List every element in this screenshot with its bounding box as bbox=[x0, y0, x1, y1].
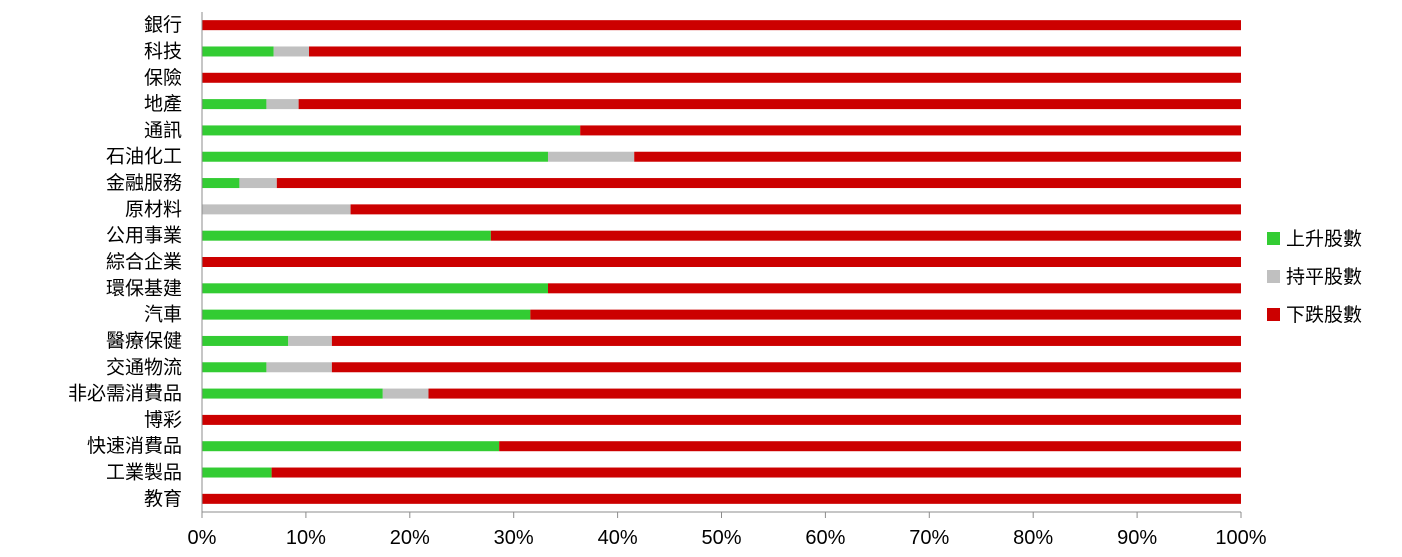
bar-segment-1-14 bbox=[202, 362, 267, 373]
x-tick-label: 100% bbox=[1215, 527, 1266, 549]
bar-segment-1-11 bbox=[202, 283, 548, 294]
x-tick-label: 90% bbox=[1117, 527, 1157, 549]
bar-segment-3-7 bbox=[276, 178, 1242, 189]
legend-swatch-3 bbox=[1267, 308, 1280, 321]
bar-segment-3-10 bbox=[202, 257, 1241, 267]
category-labels: 銀行科技保險地產通訊石油化工金融服務原材料公用事業綜合企業環保基建汽車醫療保健交… bbox=[68, 14, 182, 510]
legend-label-2: 持平股數 bbox=[1286, 266, 1362, 288]
category-label: 非必需消費品 bbox=[68, 383, 182, 405]
x-axis-ticks: 0% 10% 20% 30% 40% 50% 60% 70% 80% 90% 100% bbox=[188, 512, 1267, 549]
bar-segment-3-2 bbox=[309, 46, 1242, 57]
bar-segment-2-6 bbox=[547, 151, 635, 162]
bar-segment-3-6 bbox=[634, 151, 1241, 162]
category-label: 交通物流 bbox=[106, 356, 182, 378]
bar-segment-2-8 bbox=[202, 204, 351, 215]
bar-segment-3-5 bbox=[580, 125, 1241, 136]
bar-segment-1-7 bbox=[202, 178, 240, 189]
bar-segment-3-9 bbox=[490, 230, 1241, 241]
bar-segment-2-14 bbox=[266, 362, 332, 373]
bar-segment-2-7 bbox=[239, 178, 277, 189]
x-tick-label: 80% bbox=[1013, 527, 1053, 549]
x-tick-label: 60% bbox=[805, 527, 845, 549]
category-label: 金融服務 bbox=[106, 172, 182, 194]
x-tick-label: 30% bbox=[494, 527, 534, 549]
bar-segment-3-11 bbox=[547, 283, 1241, 294]
bar-segment-2-2 bbox=[273, 46, 310, 57]
bar-segment-1-15 bbox=[202, 388, 383, 399]
category-label: 公用事業 bbox=[106, 225, 182, 247]
x-tick-label: 70% bbox=[909, 527, 949, 549]
bar-segment-3-16 bbox=[202, 414, 1241, 425]
category-label: 博彩 bbox=[144, 409, 182, 431]
bar-segment-3-18 bbox=[271, 467, 1241, 478]
category-label: 石油化工 bbox=[106, 146, 182, 168]
category-label: 教育 bbox=[144, 488, 182, 510]
bar-segment-2-4 bbox=[266, 99, 299, 110]
bar-segment-3-3 bbox=[202, 72, 1241, 83]
category-label: 銀行 bbox=[144, 14, 182, 36]
legend-label-3: 下跌股數 bbox=[1286, 304, 1362, 326]
category-label: 保險 bbox=[144, 67, 182, 89]
category-label: 工業製品 bbox=[106, 462, 182, 484]
bar-segment-1-13 bbox=[202, 335, 289, 346]
x-tick-label: 10% bbox=[286, 527, 326, 549]
bar-segment-3-19 bbox=[202, 493, 1241, 504]
bar-segment-3-15 bbox=[428, 388, 1241, 399]
category-label: 通訊 bbox=[144, 119, 182, 141]
category-label: 醫療保健 bbox=[106, 330, 182, 352]
x-tick-label: 20% bbox=[390, 527, 430, 549]
category-label: 綜合企業 bbox=[106, 251, 182, 273]
bar-segment-1-6 bbox=[202, 151, 548, 162]
bar-segment-3-14 bbox=[331, 362, 1241, 373]
bars-group bbox=[202, 20, 1242, 504]
category-label: 汽車 bbox=[144, 304, 182, 326]
bar-segment-2-15 bbox=[382, 388, 429, 399]
bar-segment-1-18 bbox=[202, 467, 272, 478]
x-tick-label: 40% bbox=[598, 527, 638, 549]
bar-segment-3-13 bbox=[331, 335, 1241, 346]
bar-segment-3-17 bbox=[499, 441, 1241, 452]
category-label: 原材料 bbox=[125, 198, 182, 220]
bar-segment-3-8 bbox=[350, 204, 1241, 215]
bar-segment-2-13 bbox=[288, 335, 332, 346]
bar-segment-1-17 bbox=[202, 441, 500, 452]
legend-swatch-2 bbox=[1267, 270, 1280, 283]
category-label: 科技 bbox=[144, 40, 182, 62]
bar-segment-1-5 bbox=[202, 125, 581, 136]
category-label: 快速消費品 bbox=[87, 435, 182, 457]
category-label: 地產 bbox=[144, 93, 182, 115]
x-tick-label: 0% bbox=[188, 527, 217, 549]
bar-segment-1-4 bbox=[202, 99, 267, 110]
legend-swatch-1 bbox=[1267, 232, 1280, 245]
bar-segment-3-1 bbox=[202, 20, 1241, 31]
legend-label-1: 上升股數 bbox=[1286, 228, 1362, 250]
bar-segment-1-9 bbox=[202, 230, 491, 241]
bar-segment-3-4 bbox=[298, 99, 1241, 110]
category-label: 環保基建 bbox=[106, 277, 182, 299]
bar-segment-1-12 bbox=[202, 309, 531, 320]
x-tick-label: 50% bbox=[701, 527, 741, 549]
bar-segment-1-2 bbox=[202, 46, 274, 57]
bar-segment-3-12 bbox=[530, 309, 1241, 320]
